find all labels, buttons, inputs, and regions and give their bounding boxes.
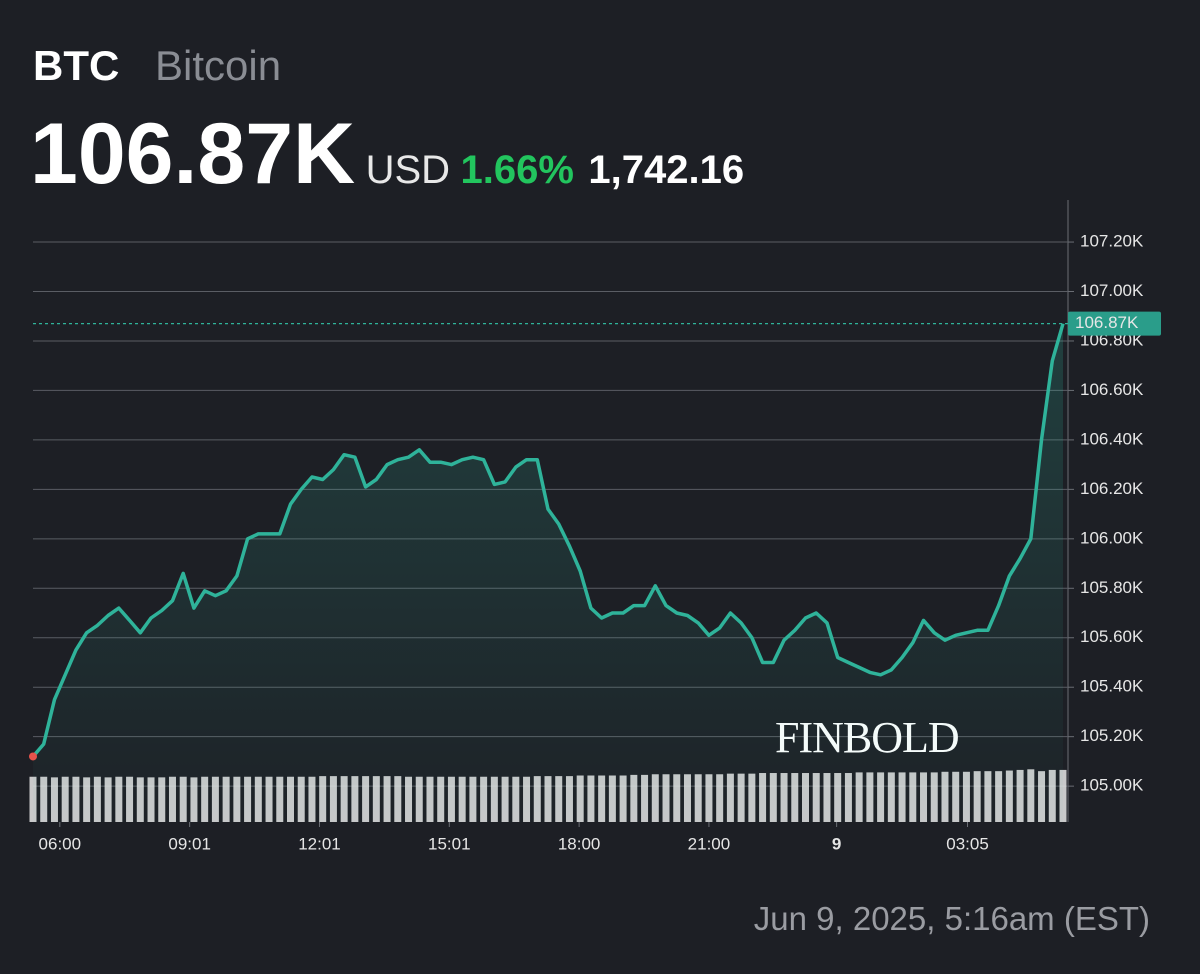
currency: USD [366, 148, 450, 192]
start-dot [29, 752, 37, 761]
y-tick-label: 106.60K [1080, 380, 1144, 399]
last-value-label: 106.87K [1075, 313, 1139, 332]
x-tick-label: 03:05 [946, 834, 989, 853]
y-tick-label: 105.00K [1080, 776, 1144, 795]
x-tick-label: 06:00 [39, 834, 82, 853]
y-tick-label: 106.00K [1080, 528, 1144, 547]
price-line: 106.87K USD 1.66% 1,742.16 [30, 106, 744, 202]
y-tick-label: 105.60K [1080, 627, 1144, 646]
x-tick-label: 12:01 [298, 834, 341, 853]
y-tick-label: 105.80K [1080, 578, 1144, 597]
area [33, 323, 1063, 822]
y-tick-label: 106.40K [1080, 429, 1144, 448]
price-line [31, 323, 1065, 758]
symbol: BTC [33, 42, 119, 89]
change-value: 1,742.16 [588, 148, 744, 192]
change-percent: 1.66% [461, 148, 574, 192]
x-tick-label: 18:00 [558, 834, 601, 853]
x-tick-label: 09:01 [168, 834, 211, 853]
y-tick-label: 105.20K [1080, 726, 1144, 745]
timestamp: Jun 9, 2025, 5:16am (EST) [754, 900, 1150, 937]
x-tick-label: 21:00 [688, 834, 731, 853]
last-value-tag [1068, 311, 1161, 336]
price: 106.87K [30, 106, 355, 202]
y-tick-label: 107.00K [1080, 281, 1144, 300]
asset-name: Bitcoin [155, 42, 281, 89]
y-tick-label: 106.20K [1080, 479, 1144, 498]
y-tick-label: 107.20K [1080, 232, 1144, 251]
y-tick-label: 105.40K [1080, 677, 1144, 696]
x-tick-label: 9 [832, 834, 841, 853]
x-tick-label: 15:01 [428, 834, 471, 853]
